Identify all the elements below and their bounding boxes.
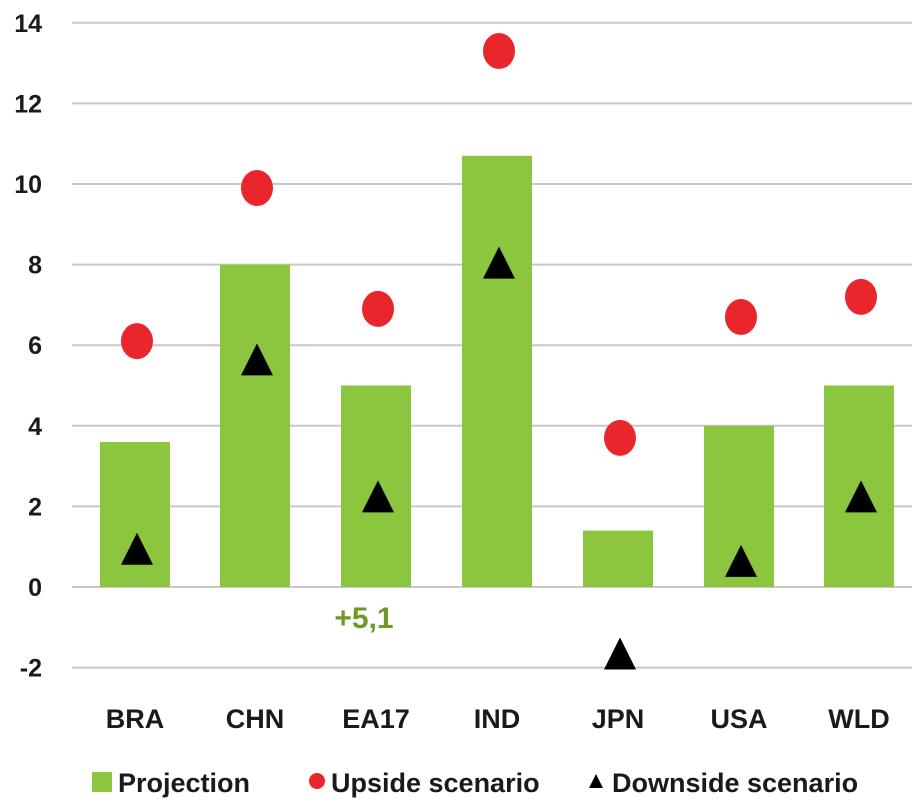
- upside-point-wld: [845, 278, 877, 315]
- x-category-label-wld: WLD: [828, 704, 889, 734]
- upside-point-usa: [725, 298, 757, 335]
- x-category-label-ind: IND: [474, 704, 521, 734]
- x-category-label-jpn: JPN: [592, 704, 645, 734]
- bar-bra: [100, 441, 170, 587]
- y-tick-label: 14: [14, 10, 42, 38]
- y-tick-label: 10: [14, 171, 42, 199]
- x-category-label-chn: CHN: [226, 704, 285, 734]
- y-tick-label: -2: [20, 655, 42, 683]
- downside-point-wld: [845, 480, 877, 513]
- downside-point-chn: [241, 343, 273, 376]
- y-tick-label: 2: [28, 493, 42, 521]
- legend-item-projection: Projection: [92, 768, 250, 798]
- y-tick-label: 8: [28, 252, 42, 280]
- upside-markers: [121, 33, 877, 456]
- x-category-label-usa: USA: [710, 704, 767, 734]
- upside-point-ind: [483, 33, 515, 70]
- y-tick-label: 4: [28, 413, 42, 441]
- y-tick-label: 12: [14, 90, 42, 118]
- y-tick-label: 6: [28, 332, 42, 360]
- legend-swatch-upside: [309, 773, 325, 789]
- x-category-label-bra: BRA: [106, 704, 165, 734]
- upside-point-ea17: [362, 290, 394, 327]
- downside-point-ind: [483, 246, 515, 279]
- legend-item-downside: Downside scenario: [589, 768, 858, 798]
- upside-point-bra: [121, 323, 153, 360]
- legend-swatch-projection: [92, 772, 112, 792]
- legend-label-downside: Downside scenario: [612, 768, 858, 798]
- downside-point-usa: [725, 544, 757, 577]
- legend: Projection Upside scenario Downside scen…: [92, 768, 858, 798]
- downside-markers: [121, 246, 877, 670]
- downside-point-bra: [121, 532, 153, 565]
- y-axis-ticks: 14 12 10 8 6 4 2 0 -2: [14, 10, 42, 683]
- upside-point-chn: [241, 170, 273, 207]
- annotations: +5,1: [334, 602, 393, 635]
- y-tick-label: 0: [28, 574, 42, 602]
- legend-item-upside: Upside scenario: [309, 768, 540, 798]
- x-category-label-ea17: EA17: [342, 704, 410, 734]
- bar-chn: [220, 264, 290, 587]
- legend-label-upside: Upside scenario: [331, 768, 540, 798]
- upside-point-jpn: [604, 419, 636, 456]
- projection-bars: [100, 155, 894, 588]
- legend-label-projection: Projection: [118, 768, 250, 798]
- bar-ind: [462, 155, 532, 588]
- annotation-label: +5,1: [334, 602, 393, 635]
- downside-point-ea17: [362, 480, 394, 513]
- bar-jpn: [583, 530, 653, 587]
- x-axis-categories: BRA CHN EA17 IND JPN USA WLD: [106, 704, 890, 734]
- legend-swatch-downside: [589, 774, 603, 788]
- downside-point-jpn: [604, 637, 636, 670]
